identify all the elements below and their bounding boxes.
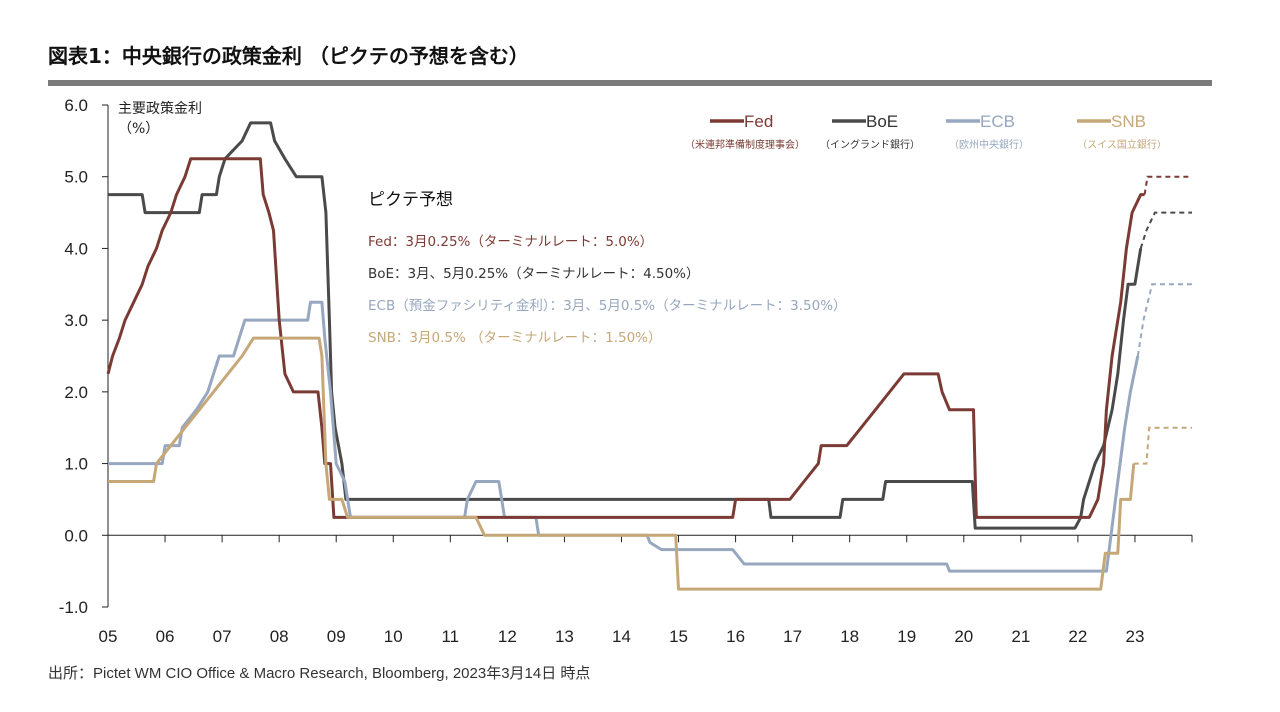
series-forecast-snb bbox=[1133, 426, 1192, 465]
legend-sublabel-boe: （イングランド銀行） bbox=[820, 138, 920, 151]
series-line-fed bbox=[106, 157, 1145, 519]
annotation-title: ピクテ予想 bbox=[368, 190, 453, 210]
x-tick-label: 07 bbox=[213, 627, 232, 646]
title-rule bbox=[48, 80, 1212, 86]
y-tick-label: 3.0 bbox=[64, 311, 88, 330]
x-tick-label: 11 bbox=[441, 627, 459, 646]
annotation-line: SNB：3月0.5% （ターミナルレート：1.50%） bbox=[368, 330, 662, 346]
legend-label-boe: BoE bbox=[866, 112, 898, 131]
y-tick-label: 1.0 bbox=[64, 455, 88, 474]
y-axis-label: 主要政策金利 （%） bbox=[118, 100, 202, 137]
x-tick-label: 20 bbox=[954, 627, 973, 646]
series-layer bbox=[106, 121, 1192, 591]
x-tick-label: 19 bbox=[897, 627, 916, 646]
legend-sublabel-fed: （米連邦準備制度理事会） bbox=[685, 138, 805, 151]
x-tick-label: 15 bbox=[669, 627, 688, 646]
series-line-boe bbox=[108, 121, 1143, 530]
chart-title: 図表1：中央銀行の政策金利 （ピクテの予想を含む） bbox=[48, 44, 529, 68]
x-tick-label: 06 bbox=[156, 627, 175, 646]
x-tick-label: 12 bbox=[498, 627, 517, 646]
annotation-line: BoE：3月、5月0.25%（ターミナルレート：4.50%） bbox=[368, 266, 700, 282]
series-forecast-boe bbox=[1139, 211, 1192, 249]
y-axis-label-line: （%） bbox=[118, 121, 159, 137]
series-line-ecb bbox=[108, 300, 1140, 573]
x-tick-label: 16 bbox=[726, 627, 745, 646]
source-note: 出所：Pictet WM CIO Office & Macro Research… bbox=[48, 665, 591, 682]
x-tick-label: 18 bbox=[840, 627, 859, 646]
y-tick-label: 5.0 bbox=[64, 168, 88, 187]
legend-sublabel-ecb: （欧州中央銀行） bbox=[949, 138, 1029, 151]
series-forecast-ecb bbox=[1136, 283, 1192, 357]
legend-sublabel-snb: （スイス国立銀行） bbox=[1077, 138, 1167, 151]
y-tick-label: 2.0 bbox=[64, 383, 88, 402]
x-tick-label: 05 bbox=[99, 627, 118, 646]
x-tick-label: 13 bbox=[555, 627, 574, 646]
legend-label-fed: Fed bbox=[744, 112, 773, 131]
x-tick-label: 08 bbox=[270, 627, 289, 646]
annotation-line: Fed：3月0.25%（ターミナルレート：5.0%） bbox=[368, 234, 653, 250]
annotation-line: ECB（預金ファシリティ金利）：3月、5月0.5%（ターミナルレート：3.50%… bbox=[368, 298, 847, 314]
forecast-annotation: ピクテ予想 Fed：3月0.25%（ターミナルレート：5.0%） BoE：3月、5月… bbox=[368, 190, 847, 346]
y-tick-label: -1.0 bbox=[59, 598, 88, 617]
series-line-snb bbox=[108, 336, 1136, 591]
x-tick-label: 22 bbox=[1068, 627, 1087, 646]
legend: Fed （米連邦準備制度理事会） BoE （イングランド銀行） ECB （欧州中央銀行） S… bbox=[685, 112, 1167, 151]
y-tick-label: 4.0 bbox=[64, 239, 88, 258]
x-tick-label: 17 bbox=[783, 627, 802, 646]
y-tick-label: 6.0 bbox=[64, 96, 88, 115]
x-tick-label: 21 bbox=[1011, 627, 1030, 646]
x-tick-label: 14 bbox=[612, 627, 631, 646]
y-tick-label: 0.0 bbox=[64, 526, 88, 545]
y-axis-label-line: 主要政策金利 bbox=[118, 100, 202, 117]
x-tick-label: 09 bbox=[327, 627, 346, 646]
x-tick-label: 10 bbox=[384, 627, 403, 646]
legend-label-ecb: ECB bbox=[980, 112, 1015, 131]
series-forecast-fed bbox=[1143, 175, 1192, 195]
x-tick-label: 23 bbox=[1125, 627, 1144, 646]
legend-label-snb: SNB bbox=[1111, 112, 1146, 131]
